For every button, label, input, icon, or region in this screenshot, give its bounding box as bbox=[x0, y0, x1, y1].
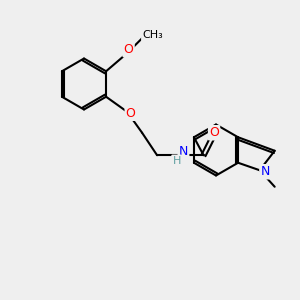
Text: O: O bbox=[126, 107, 136, 120]
Text: N: N bbox=[260, 165, 270, 178]
Text: N: N bbox=[179, 145, 188, 158]
Text: H: H bbox=[172, 156, 181, 166]
Text: O: O bbox=[209, 126, 219, 139]
Text: CH₃: CH₃ bbox=[142, 30, 163, 40]
Text: O: O bbox=[124, 43, 134, 56]
